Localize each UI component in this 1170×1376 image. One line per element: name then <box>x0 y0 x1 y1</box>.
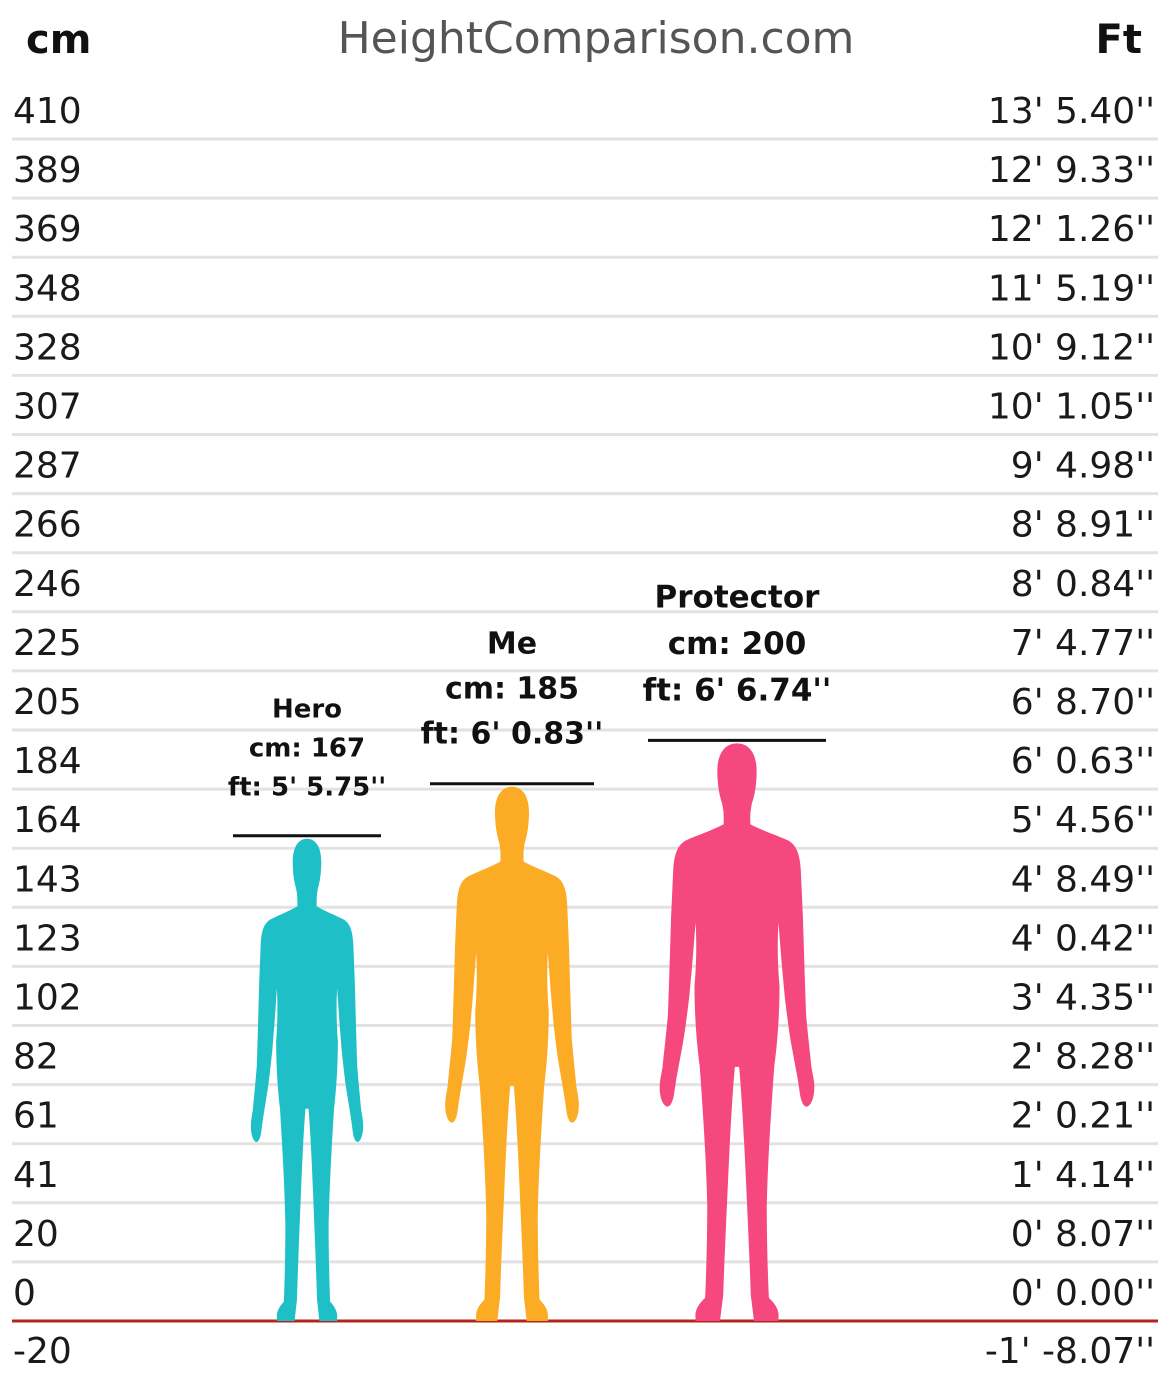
tick-label-ft: 12' 1.26'' <box>988 209 1155 250</box>
tick-label-cm: 20 <box>13 1214 59 1255</box>
tick-label-cm: 164 <box>13 800 82 841</box>
person-cm-hero: cm: 167 <box>249 734 365 764</box>
person-me: Me cm: 185 ft: 6' 0.83'' <box>421 627 604 1321</box>
tick-label-cm: 41 <box>13 1155 59 1196</box>
person-protector: Protector cm: 200 ft: 6' 6.74'' <box>643 579 832 1321</box>
tick-label-ft: 1' 4.14'' <box>1011 1155 1155 1196</box>
tick-label-cm: 369 <box>13 209 82 250</box>
tick-label-ft: 3' 4.35'' <box>1011 978 1155 1019</box>
person-silhouette-protector <box>659 743 815 1321</box>
tick-label-cm: 287 <box>13 446 82 487</box>
tick-label-cm: 143 <box>13 859 82 900</box>
tick-label-cm: 205 <box>13 682 82 723</box>
tick-label-cm: 61 <box>13 1096 59 1137</box>
tick-label-cm: 410 <box>13 91 82 132</box>
tick-label-cm: 348 <box>13 268 82 309</box>
right-unit-label: Ft <box>1096 17 1142 63</box>
tick-label-cm: 184 <box>13 741 82 782</box>
tick-label-cm: 307 <box>13 387 82 428</box>
tick-label-cm: 266 <box>13 505 82 546</box>
tick-label-ft: 4' 0.42'' <box>1011 918 1155 959</box>
tick-label-ft: 4' 8.49'' <box>1011 859 1155 900</box>
tick-label-cm: 123 <box>13 918 82 959</box>
tick-label-cm: 225 <box>13 623 82 664</box>
tick-label-cm: 0 <box>13 1273 36 1314</box>
tick-label-ft: 2' 0.21'' <box>1011 1096 1155 1137</box>
tick-label-ft: 8' 0.84'' <box>1011 564 1155 605</box>
person-ft-protector: ft: 6' 6.74'' <box>643 672 832 708</box>
person-silhouette-me <box>445 786 579 1321</box>
person-name-me: Me <box>487 627 537 662</box>
tick-label-ft: 13' 5.40'' <box>988 91 1155 132</box>
person-name-protector: Protector <box>655 579 821 615</box>
tick-label-ft: 6' 8.70'' <box>1011 682 1155 723</box>
grid-lines <box>12 137 1158 1323</box>
tick-label-ft: 7' 4.77'' <box>1011 623 1155 664</box>
tick-label-ft: 10' 1.05'' <box>988 387 1155 428</box>
tick-label-ft: 9' 4.98'' <box>1011 446 1155 487</box>
tick-label-cm: -20 <box>13 1331 72 1372</box>
person-silhouette-hero <box>250 838 364 1321</box>
left-unit-label: cm <box>26 17 91 63</box>
tick-label-ft: 6' 0.63'' <box>1011 741 1155 782</box>
person-name-hero: Hero <box>272 695 342 725</box>
site-title: HeightComparison.com <box>338 13 855 64</box>
tick-label-cm: 102 <box>13 978 82 1019</box>
tick-label-ft: -1' -8.07'' <box>985 1331 1155 1372</box>
axis-ticks: 410 13' 5.40''389 12' 9.33''369 12' 1.26''3… <box>13 91 1155 1372</box>
tick-label-cm: 389 <box>13 150 82 191</box>
person-cm-me: cm: 185 <box>445 672 579 707</box>
tick-label-ft: 11' 5.19'' <box>988 268 1155 309</box>
tick-label-ft: 0' 8.07'' <box>1011 1214 1155 1255</box>
tick-label-ft: 8' 8.91'' <box>1011 505 1155 546</box>
tick-label-ft: 2' 8.28'' <box>1011 1037 1155 1078</box>
tick-label-cm: 328 <box>13 327 82 368</box>
tick-label-ft: 10' 9.12'' <box>988 327 1155 368</box>
tick-label-ft: 12' 9.33'' <box>988 150 1155 191</box>
people: Hero cm: 167 ft: 5' 5.75'' Me cm: 185 ft: 6' … <box>228 579 832 1321</box>
tick-label-ft: 0' 0.00'' <box>1011 1273 1155 1314</box>
person-hero: Hero cm: 167 ft: 5' 5.75'' <box>228 695 386 1321</box>
person-ft-me: ft: 6' 0.83'' <box>421 717 604 752</box>
tick-label-cm: 246 <box>13 564 82 605</box>
tick-label-ft: 5' 4.56'' <box>1011 800 1155 841</box>
tick-label-cm: 82 <box>13 1037 59 1078</box>
person-cm-protector: cm: 200 <box>668 626 807 662</box>
person-ft-hero: ft: 5' 5.75'' <box>228 773 386 803</box>
